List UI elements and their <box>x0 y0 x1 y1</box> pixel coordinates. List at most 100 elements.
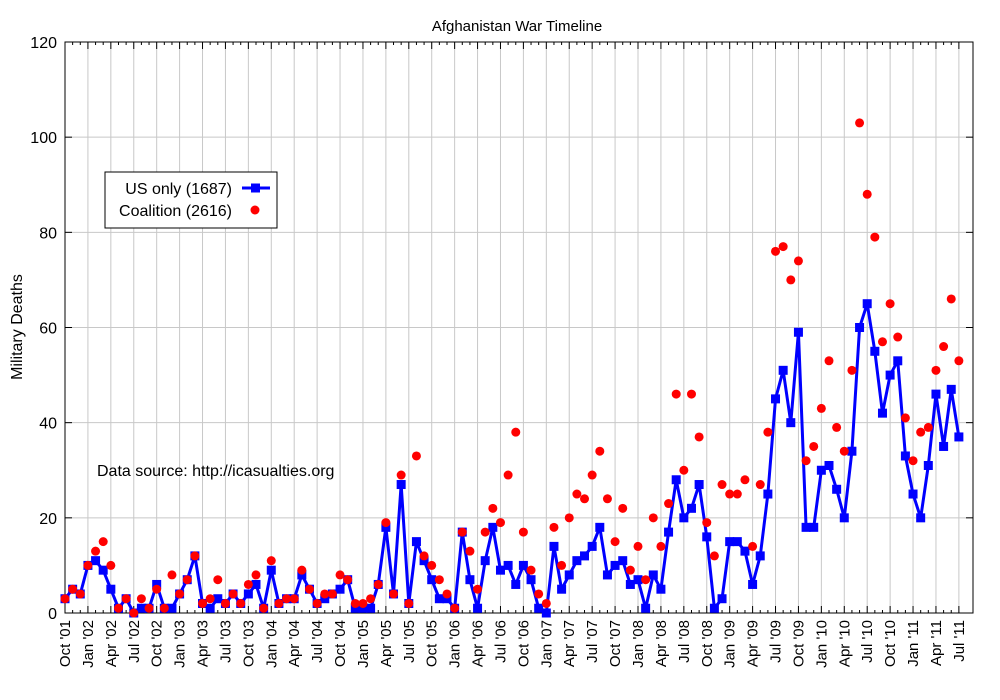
coalition-point <box>824 356 834 366</box>
coalition-point <box>129 608 139 618</box>
us-only-point <box>877 408 887 418</box>
coalition-point <box>228 589 238 599</box>
legend-label-coalition: Coalition (2616) <box>119 203 232 220</box>
us-only-point <box>320 594 330 604</box>
data-source-annotation: Data source: http://icasualties.org <box>97 463 334 480</box>
coalition-point <box>709 551 719 561</box>
coalition-point <box>557 560 567 570</box>
x-tick-label: Apr '05 <box>378 620 395 667</box>
x-tick-label: Apr '07 <box>561 620 578 667</box>
coalition-point <box>549 522 559 532</box>
x-tick-label: Apr '09 <box>745 620 762 667</box>
us-only-point <box>908 489 918 499</box>
coalition-point <box>602 494 612 504</box>
us-only-point <box>916 513 926 523</box>
coalition-point <box>694 432 704 442</box>
series-us-only <box>60 299 964 618</box>
coalition-point <box>236 598 246 608</box>
coalition-point <box>411 451 421 461</box>
coalition-point <box>312 598 322 608</box>
us-only-point <box>855 323 865 332</box>
us-only-point <box>564 570 574 580</box>
us-only-point <box>602 570 612 580</box>
coalition-point <box>541 598 551 608</box>
x-tick-label: Jul '04 <box>309 620 326 663</box>
us-only-point <box>686 503 696 513</box>
y-tick-label: 80 <box>39 225 57 242</box>
coalition-point <box>923 422 933 432</box>
us-only-point <box>748 579 758 589</box>
x-tick-label: Jul '06 <box>492 620 509 663</box>
coalition-point <box>266 556 276 566</box>
us-only-point <box>396 480 406 490</box>
x-tick-label: Oct '01 <box>57 620 74 667</box>
coalition-point <box>793 256 803 266</box>
us-only-point <box>243 589 253 599</box>
coalition-point <box>335 570 345 580</box>
coalition-point <box>877 337 887 347</box>
us-only-point <box>488 522 498 532</box>
coalition-point <box>320 589 330 599</box>
coalition-point <box>98 537 108 547</box>
y-tick-label: 60 <box>39 321 57 338</box>
us-only-point <box>694 480 704 490</box>
us-only-point <box>939 441 949 451</box>
legend-box <box>104 171 278 229</box>
coalition-point <box>832 422 842 432</box>
us-only-point <box>618 556 628 566</box>
x-tick-label: Jan '07 <box>538 620 555 668</box>
x-tick-label: Jan '02 <box>80 620 97 668</box>
us-only-point <box>106 584 116 594</box>
x-tick-label: Jul '10 <box>859 620 876 663</box>
x-tick-label: Jan '05 <box>355 620 372 668</box>
us-only-point <box>518 560 528 570</box>
coalition-point <box>954 356 964 366</box>
x-tick-label: Jan '03 <box>172 620 189 668</box>
coalition-point <box>748 541 758 551</box>
us-only-point <box>411 537 421 547</box>
coalition-point <box>381 518 391 528</box>
us-only-point <box>732 537 742 547</box>
coalition-point <box>885 299 895 309</box>
coalition-point <box>572 489 582 499</box>
coalition-point <box>113 603 123 613</box>
us-only-point <box>541 608 551 618</box>
coalition-point <box>809 441 819 451</box>
us-only-point <box>656 584 666 594</box>
coalition-point <box>656 541 666 551</box>
us-only-point <box>152 579 162 589</box>
chart-title: Afghanistan War Timeline <box>432 18 602 35</box>
us-only-point <box>778 365 788 375</box>
x-tick-label: Apr '11 <box>928 620 945 666</box>
coalition-point <box>503 470 513 480</box>
us-only-point <box>335 584 345 594</box>
us-only-point <box>816 465 826 475</box>
x-tick-label: Jan '08 <box>630 620 647 668</box>
coalition-point <box>427 560 437 570</box>
coalition-point <box>778 242 788 252</box>
x-tick-label: Apr '03 <box>195 620 212 667</box>
x-tick-label: Jan '09 <box>722 620 739 668</box>
us-only-point <box>763 489 773 499</box>
us-only-point <box>350 603 360 613</box>
series-coalition <box>60 118 964 618</box>
coalition-point <box>916 427 926 437</box>
x-tick-label: Oct '08 <box>699 620 716 667</box>
x-tick-label: Oct '07 <box>607 620 624 667</box>
us-only-point <box>549 541 559 551</box>
x-tick-label: Jul '03 <box>217 620 234 663</box>
coalition-point <box>389 589 399 599</box>
coalition-point <box>518 527 528 537</box>
y-tick-label: 0 <box>48 606 57 623</box>
coalition-point <box>152 584 162 594</box>
coalition-point <box>343 575 353 585</box>
us-only-point <box>503 560 513 570</box>
legend-marker-coalition <box>250 205 260 215</box>
us-only-point <box>801 522 811 532</box>
x-tick-label: Jan '10 <box>813 620 830 668</box>
coalition-point <box>366 594 376 604</box>
coalition-point <box>358 598 368 608</box>
coalition-point <box>946 294 956 304</box>
us-only-point <box>671 475 681 485</box>
